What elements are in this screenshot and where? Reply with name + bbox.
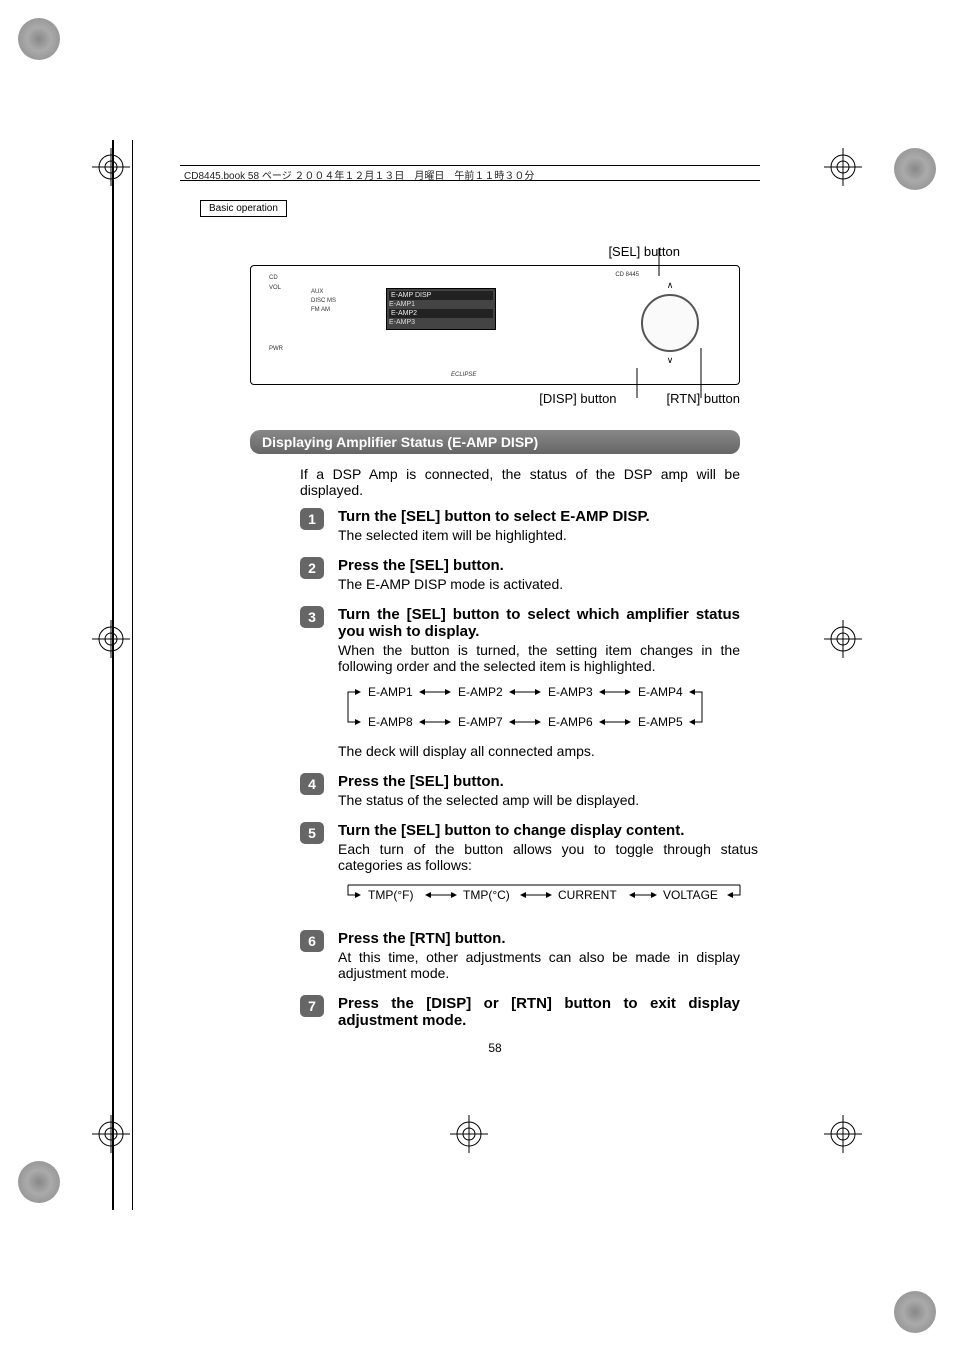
step-title: Turn the [SEL] button to select E-AMP DI… xyxy=(338,508,740,525)
registration-mark xyxy=(824,148,862,186)
main-content: [SEL] button CD 8445 CD VOL AUX DISC MS … xyxy=(250,244,740,1055)
step: 7 Press the [DISP] or [RTN] button to ex… xyxy=(300,995,740,1031)
step-number-badge: 3 xyxy=(300,606,324,628)
step-desc: The status of the selected amp will be d… xyxy=(338,792,740,808)
callout-disp: [DISP] button xyxy=(539,391,616,406)
btn-label: FM AM xyxy=(311,306,336,315)
step-desc: Each turn of the button allows you to to… xyxy=(338,841,758,873)
step: 1 Turn the [SEL] button to select E-AMP … xyxy=(300,508,740,549)
product-illustration: CD 8445 CD VOL AUX DISC MS FM AM PWR E-A… xyxy=(250,265,740,385)
corner-ornament xyxy=(894,1291,936,1333)
step-title: Press the [RTN] button. xyxy=(338,930,740,947)
step-desc: The selected item will be highlighted. xyxy=(338,527,740,543)
svg-text:VOLTAGE: VOLTAGE xyxy=(663,888,718,902)
book-header: CD8445.book 58 ページ ２００４年１２月１３日 月曜日 午前１１時… xyxy=(180,165,760,181)
svg-text:TMP(°C): TMP(°C) xyxy=(463,888,510,902)
display-line: E-AMP3 xyxy=(389,318,493,327)
callout-lines xyxy=(619,248,739,388)
step-number-badge: 6 xyxy=(300,930,324,952)
step-title: Press the [SEL] button. xyxy=(338,773,740,790)
corner-ornament xyxy=(18,18,60,60)
display-line: E-AMP2 xyxy=(389,309,493,318)
step-desc: At this time, other adjustments can also… xyxy=(338,949,740,981)
btn-label: CD xyxy=(269,274,281,284)
svg-text:E-AMP4: E-AMP4 xyxy=(638,685,683,699)
step-title: Press the [DISP] or [RTN] button to exit… xyxy=(338,995,740,1029)
step: 2 Press the [SEL] button. The E-AMP DISP… xyxy=(300,557,740,598)
svg-text:E-AMP1: E-AMP1 xyxy=(368,685,413,699)
registration-mark xyxy=(92,1115,130,1153)
registration-mark xyxy=(92,620,130,658)
lcd-display: E-AMP DISP E-AMP1 E-AMP2 E-AMP3 xyxy=(386,288,496,330)
cycle-diagram-eamp: E-AMP1 E-AMP2 E-AMP3 E-AMP4 E-AMP8 E-AMP… xyxy=(338,682,740,735)
section-label: Basic operation xyxy=(200,200,287,217)
step-title: Press the [SEL] button. xyxy=(338,557,740,574)
page-number: 58 xyxy=(250,1041,740,1055)
btn-label: DISC MS xyxy=(311,297,336,306)
step-number-badge: 5 xyxy=(300,822,324,844)
step-desc: The E-AMP DISP mode is activated. xyxy=(338,576,740,592)
step: 6 Press the [RTN] button. At this time, … xyxy=(300,930,740,987)
cycle-diagram-tmp: TMP(°F) TMP(°C) CURRENT VOLTAGE xyxy=(338,881,758,914)
step: 3 Turn the [SEL] button to select which … xyxy=(300,606,740,765)
section-heading: Displaying Amplifier Status (E-AMP DISP) xyxy=(250,430,740,454)
corner-ornament xyxy=(18,1161,60,1203)
svg-text:E-AMP2: E-AMP2 xyxy=(458,685,503,699)
left-button-labels: CD VOL xyxy=(269,274,281,293)
display-line: E-AMP DISP xyxy=(389,291,493,300)
step-title: Turn the [SEL] button to select which am… xyxy=(338,606,740,640)
registration-mark xyxy=(824,620,862,658)
svg-text:E-AMP6: E-AMP6 xyxy=(548,715,593,729)
display-line: E-AMP1 xyxy=(389,300,493,309)
step-number-badge: 4 xyxy=(300,773,324,795)
step: 4 Press the [SEL] button. The status of … xyxy=(300,773,740,814)
svg-text:TMP(°F): TMP(°F) xyxy=(368,888,413,902)
callouts-below: [DISP] button [RTN] button xyxy=(250,391,740,406)
svg-text:E-AMP7: E-AMP7 xyxy=(458,715,503,729)
step-number-badge: 7 xyxy=(300,995,324,1017)
step-desc: When the button is turned, the setting i… xyxy=(338,642,740,674)
registration-mark xyxy=(824,1115,862,1153)
step-after: The deck will display all connected amps… xyxy=(338,743,740,759)
step: 5 Turn the [SEL] button to change displa… xyxy=(300,822,740,922)
svg-text:E-AMP8: E-AMP8 xyxy=(368,715,413,729)
trim-line xyxy=(132,140,133,1210)
pwr-label: PWR xyxy=(269,346,283,352)
svg-text:E-AMP5: E-AMP5 xyxy=(638,715,683,729)
registration-mark xyxy=(92,148,130,186)
step-number-badge: 2 xyxy=(300,557,324,579)
trim-line xyxy=(112,140,114,1210)
svg-text:CURRENT: CURRENT xyxy=(558,888,617,902)
step-number-badge: 1 xyxy=(300,508,324,530)
left-button-labels-2: AUX DISC MS FM AM xyxy=(311,288,336,315)
registration-mark xyxy=(450,1115,488,1153)
corner-ornament xyxy=(894,148,936,190)
step-title: Turn the [SEL] button to change display … xyxy=(338,822,758,839)
section-intro: If a DSP Amp is connected, the status of… xyxy=(300,466,740,498)
svg-text:E-AMP3: E-AMP3 xyxy=(548,685,593,699)
brand-label: ECLIPSE xyxy=(451,372,476,378)
callout-rtn: [RTN] button xyxy=(667,391,740,406)
btn-label: AUX xyxy=(311,288,336,297)
btn-label: VOL xyxy=(269,284,281,294)
